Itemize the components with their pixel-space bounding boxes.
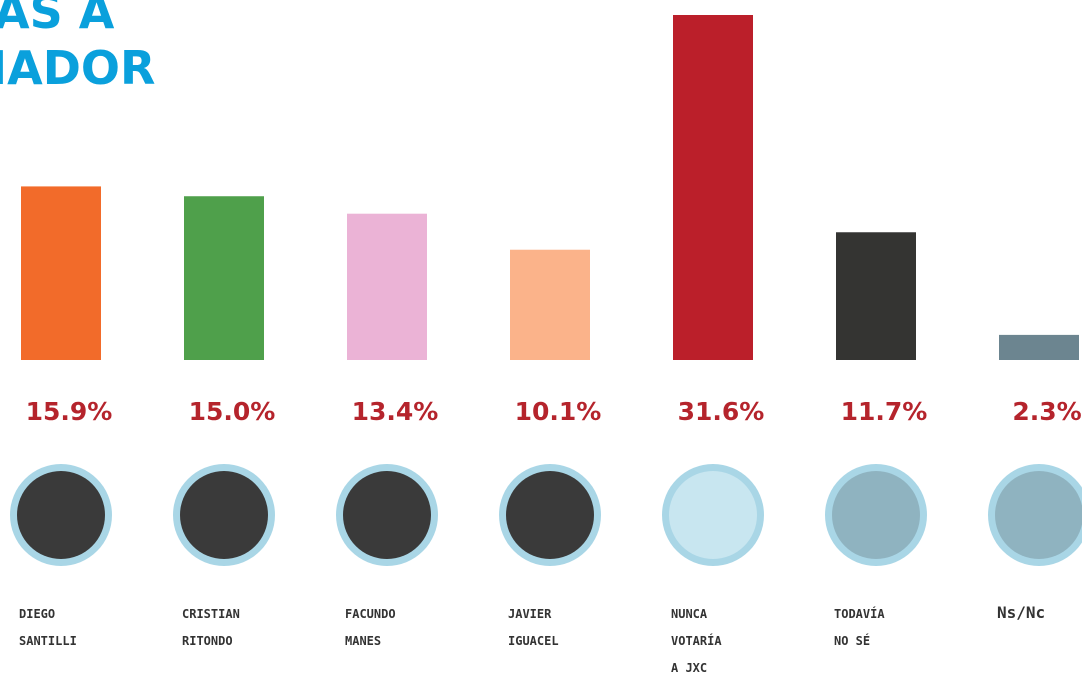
- category-label: NO SÉ: [834, 633, 870, 648]
- category-label: CRISTIAN: [182, 607, 240, 621]
- category-label: MANES: [345, 634, 381, 648]
- value-label: 2.3%: [1012, 397, 1081, 426]
- avatar: [995, 471, 1082, 559]
- category-label: TODAVÍA: [834, 606, 885, 621]
- bar: [347, 213, 427, 360]
- chart-title-line: IADOR: [0, 41, 155, 95]
- bar: [21, 186, 101, 360]
- category-label: DIEGO: [19, 607, 55, 621]
- bar: [836, 232, 916, 360]
- avatar: [506, 471, 594, 559]
- category-label: FACUNDO: [345, 607, 396, 621]
- category-label: A JXC: [671, 661, 707, 675]
- avatar: [17, 471, 105, 559]
- category-label: SANTILLI: [19, 634, 77, 648]
- bar: [999, 334, 1079, 360]
- bar: [510, 249, 590, 360]
- bar: [184, 196, 264, 360]
- value-label: 13.4%: [352, 397, 439, 426]
- avatar: [343, 471, 431, 559]
- category-label: NUNCA: [671, 607, 708, 621]
- value-label: 31.6%: [678, 397, 765, 426]
- value-label: 10.1%: [515, 397, 602, 426]
- value-label: 15.9%: [26, 397, 113, 426]
- value-label: 15.0%: [189, 397, 276, 426]
- category-label: VOTARÍA: [671, 633, 722, 648]
- bar: [673, 15, 753, 360]
- category-label: RITONDO: [182, 634, 233, 648]
- category-label: IGUACEL: [508, 634, 559, 648]
- avatar: [832, 471, 920, 559]
- category-label: Ns/Nc: [997, 603, 1045, 622]
- avatar: [669, 471, 757, 559]
- value-label: 11.7%: [841, 397, 928, 426]
- avatar: [180, 471, 268, 559]
- chart-title-line: AS A: [0, 0, 115, 39]
- category-label: JAVIER: [508, 607, 552, 621]
